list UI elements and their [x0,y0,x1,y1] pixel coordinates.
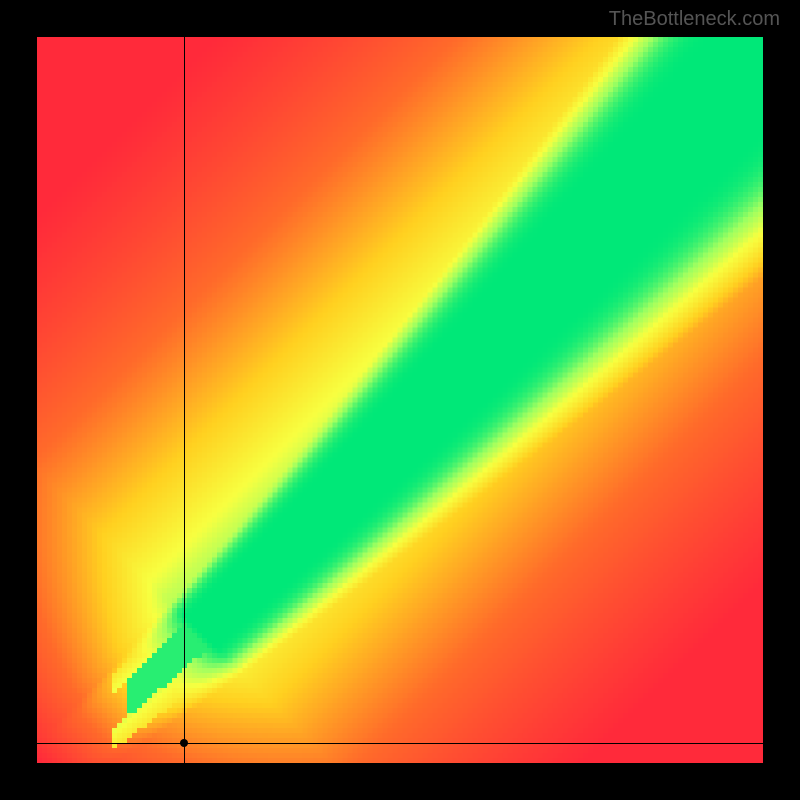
crosshair-horizontal [37,743,763,744]
crosshair-marker [180,739,188,747]
heatmap-plot-area [37,37,763,763]
watermark-text: TheBottleneck.com [609,8,780,31]
heatmap-canvas [37,37,763,763]
crosshair-vertical [184,37,185,763]
